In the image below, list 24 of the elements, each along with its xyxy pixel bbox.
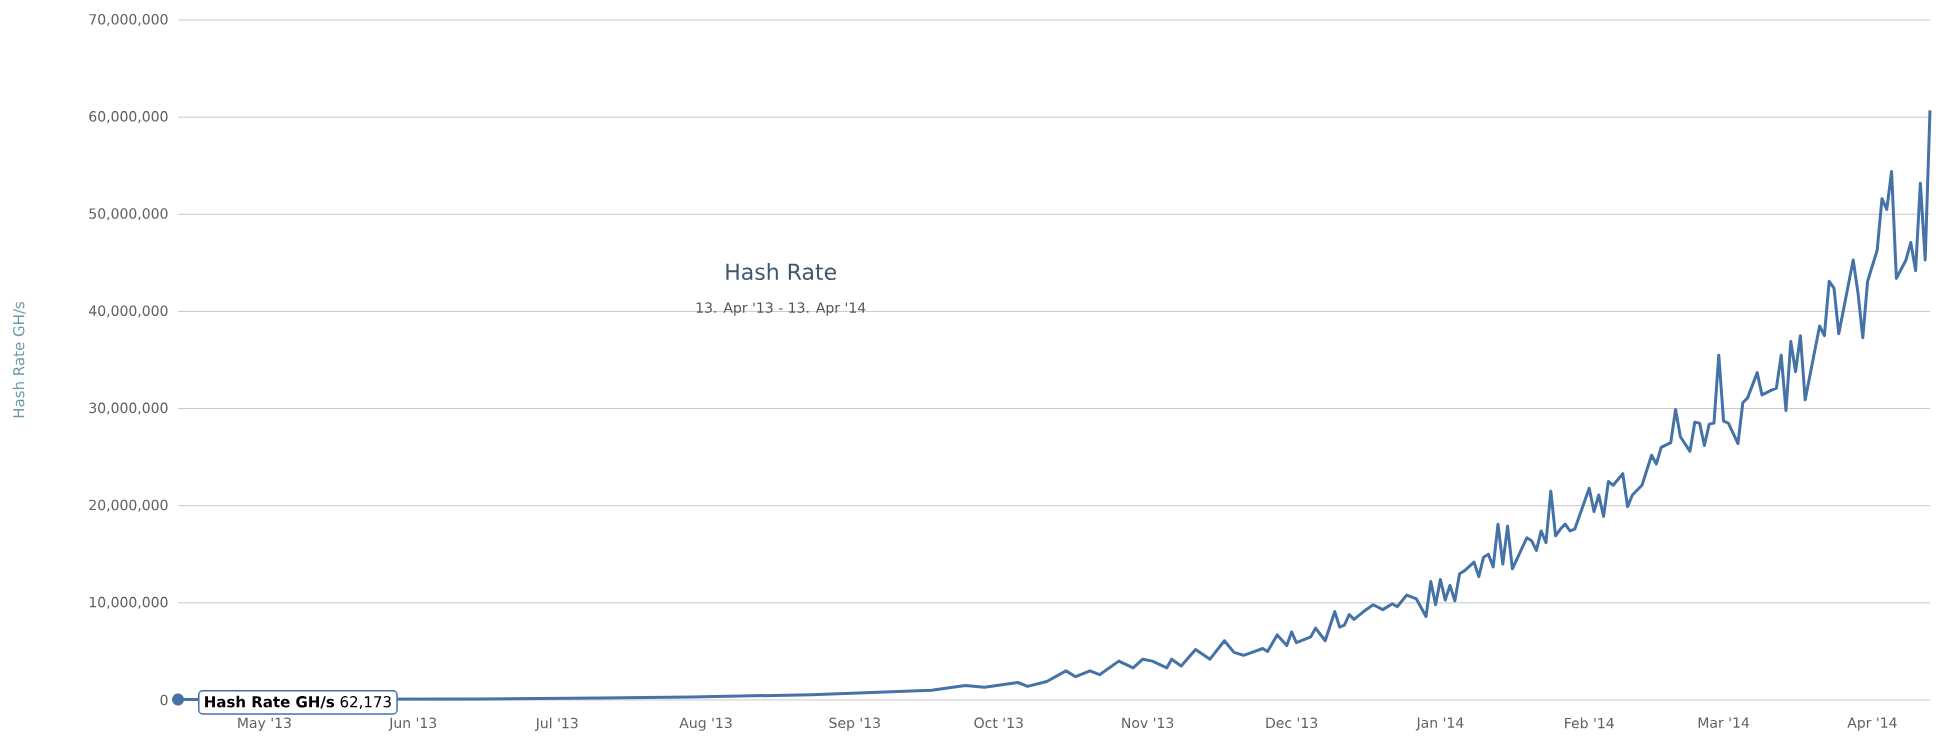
x-tick-label: Jan '14 <box>1415 717 1464 731</box>
x-tick-label: Oct '13 <box>974 717 1023 729</box>
x-tick-label: Sep '13 <box>829 717 880 731</box>
x-tick-label: Feb '14 <box>1565 717 1614 729</box>
annotation: Hash Rate GH/s 62,173 <box>205 695 391 709</box>
y-tick-label: 40,000,000 <box>89 305 168 318</box>
y-tick-label: 60,000,000 <box>89 111 168 124</box>
x-tick-label: Mar '14 <box>1698 717 1750 728</box>
x-tick-label: Apr '14 <box>1847 717 1897 731</box>
y-tick-label: 30,000,000 <box>89 402 168 415</box>
y-axis-title: Hash Rate GH/s <box>12 301 26 418</box>
text: 13. Apr '13 - 13. Apr '14 <box>696 302 866 316</box>
x-tick-label: Jun '13 <box>388 717 437 731</box>
y-tick-label: 50,000,000 <box>89 208 168 221</box>
y-tick-label: 70,000,000 <box>89 13 168 27</box>
x-tick-label: Dec '13 <box>1266 717 1318 729</box>
y-tick-label: 10,000,000 <box>89 596 168 609</box>
x-tick-label: Aug '13 <box>679 717 732 731</box>
x-tick-label: Nov '13 <box>1122 717 1174 729</box>
x-tick-label: May '13 <box>238 717 291 731</box>
text: Hash Rate <box>726 263 836 281</box>
y-tick-label: 20,000,000 <box>89 499 168 512</box>
y-tick-label: 0 <box>160 694 168 706</box>
x-tick-label: Jul '13 <box>534 717 578 731</box>
